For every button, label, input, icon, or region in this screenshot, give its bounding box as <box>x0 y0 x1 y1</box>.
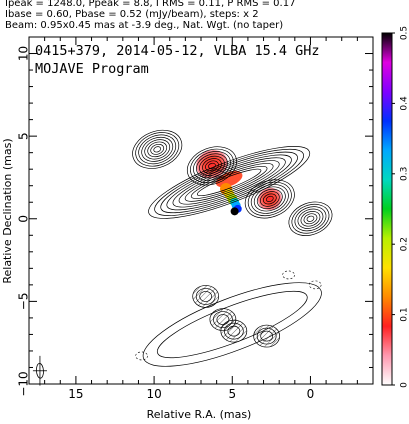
pol-component-contour <box>199 291 213 302</box>
pol-outer-contour <box>142 282 322 367</box>
core-color-level <box>230 207 239 216</box>
intensity-contour <box>148 146 311 219</box>
y-axis-label: Relative Declination (mas) <box>1 138 14 283</box>
component-contour <box>265 195 274 202</box>
component-contour <box>147 141 168 158</box>
component-contour <box>144 139 171 160</box>
component-contour <box>202 158 222 174</box>
x-tick-label: 15 <box>68 387 83 401</box>
x-tick-label: 10 <box>146 387 161 401</box>
component-contour <box>288 201 333 236</box>
component-contour <box>138 134 177 165</box>
component-contour <box>303 213 318 225</box>
pol-component-contour <box>213 311 233 328</box>
intensity-contour <box>196 168 262 197</box>
component-contour <box>186 146 237 186</box>
chart-subtitle: MOJAVE Program <box>35 61 149 77</box>
component-contour <box>193 151 231 181</box>
y-tick-label: −5 <box>17 293 31 311</box>
intensity-contour <box>154 148 305 216</box>
x-axis-label: Relative R.A. (mas) <box>147 408 252 421</box>
colorbar-ticks: 0 0.1 0.2 0.3 0.4 0.5 <box>392 26 409 388</box>
component-contour <box>205 160 219 172</box>
axis-ticks: 15 10 5 0 10 5 0 −5 −10 <box>17 36 374 401</box>
component-contour <box>259 191 280 207</box>
colorbar-tick-label: 0.3 <box>400 167 409 181</box>
component-contour <box>190 148 234 184</box>
pol-component-contour <box>256 327 277 345</box>
component-contour <box>262 193 277 205</box>
colorbar-tick-label: 0.2 <box>400 237 409 251</box>
negative-contour <box>282 270 295 280</box>
x-tick-label: 5 <box>228 387 236 401</box>
total-intensity-contours <box>132 129 333 236</box>
component-contour <box>153 146 162 153</box>
component-contour <box>250 184 289 214</box>
chart-title: 0415+379, 2014-05-12, VLBA 15.4 GHz <box>35 43 319 59</box>
pol-component-contour <box>227 325 241 337</box>
component-contour <box>199 155 225 176</box>
colorbar: 0 0.1 0.2 0.3 0.4 0.5 <box>381 26 409 388</box>
component-contour <box>291 203 330 234</box>
colorbar-tick-label: 0.1 <box>400 307 409 321</box>
colorbar-tick-label: 0.5 <box>400 26 409 40</box>
pol-component-contour <box>216 314 230 325</box>
pol-component-contour <box>195 288 216 305</box>
header-beam-line: Beam: 0.95x0.45 mas at -3.9 deg., Nat. W… <box>5 20 284 31</box>
component-contour <box>135 132 180 167</box>
header-stats-line1: Ipeak = 1248.0, Ppeak = 8.8, I RMS = 0.1… <box>5 0 296 9</box>
negative-contour <box>308 280 322 290</box>
component-contour <box>208 162 216 169</box>
component-contour <box>297 208 324 229</box>
colorbar-tick-label: 0.4 <box>400 96 409 111</box>
component-contour <box>300 211 321 227</box>
intensity-contour <box>166 154 292 211</box>
component-contour <box>150 143 165 155</box>
component-contour <box>306 215 315 222</box>
component-contour <box>196 153 228 179</box>
y-tick-label: −10 <box>17 371 31 396</box>
component-contour <box>247 181 292 217</box>
x-tick-label: 0 <box>307 387 315 401</box>
intensity-contour <box>184 163 274 202</box>
component-contour <box>244 179 295 219</box>
beam-marker <box>32 355 47 386</box>
y-tick-label: 5 <box>17 132 31 140</box>
component-contour <box>132 129 183 169</box>
component-contour <box>253 186 286 212</box>
y-tick-label: 0 <box>17 215 31 223</box>
colorbar-tick-label: 0 <box>400 382 409 388</box>
colorbar-strip <box>381 32 393 386</box>
intensity-blob <box>257 187 282 211</box>
component-contour <box>256 188 283 210</box>
component-contour <box>294 206 327 232</box>
intensity-contour <box>178 160 280 205</box>
header-stats-line2: Ibase = 0.60, Pbase = 0.52 (mJy/beam), s… <box>5 9 259 20</box>
negative-contour <box>135 351 148 361</box>
pol-component-contour <box>260 330 274 342</box>
y-tick-label: 10 <box>17 46 31 61</box>
component-contour <box>141 136 174 162</box>
polarization-contours <box>135 270 322 367</box>
intensity-contour <box>160 151 298 214</box>
